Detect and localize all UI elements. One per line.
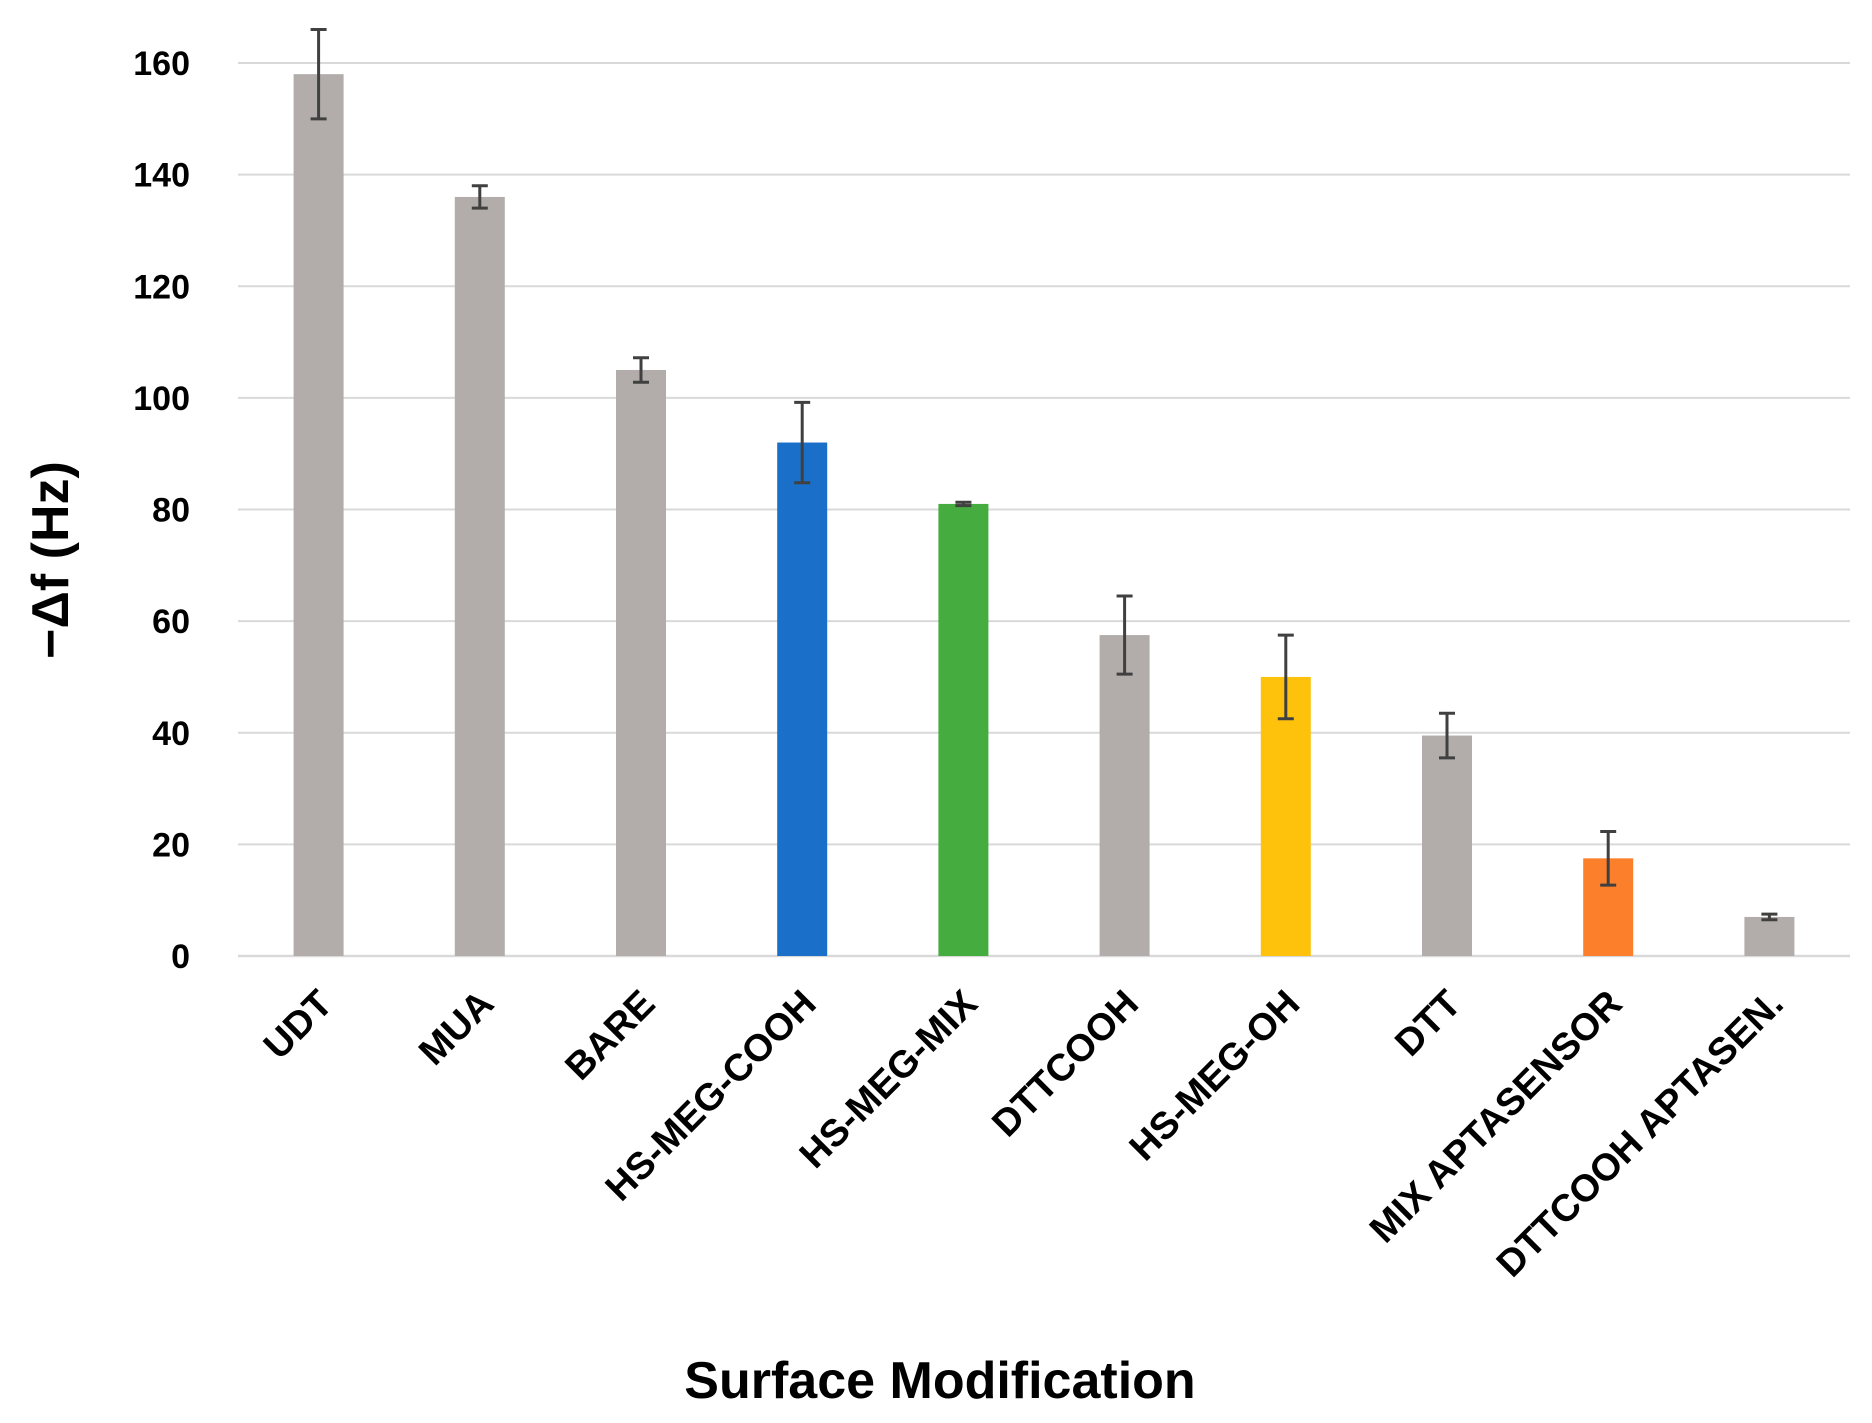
error-bar [955, 500, 972, 508]
y-axis-ticks: 0 20 40 60 80 100 120 140 160 [133, 45, 190, 976]
x-category-label: DTTCOOH [984, 983, 1147, 1146]
error-bar [633, 356, 649, 384]
x-category-label: BARE [558, 983, 664, 1089]
y-tick-label: 0 [171, 938, 190, 976]
x-category-label: DTTCOOH APTASEN. [1489, 983, 1792, 1286]
y-tick-label: 20 [152, 826, 190, 864]
error-bars [310, 28, 1778, 922]
bars [293, 74, 1795, 957]
y-tick-label: 160 [133, 45, 190, 83]
error-bar [1277, 633, 1294, 721]
x-category-label: DTT [1387, 983, 1469, 1065]
bar-bare [616, 369, 666, 956]
bar-dttcooh [1099, 635, 1150, 956]
error-bar [1761, 912, 1778, 922]
y-tick-label: 100 [133, 380, 190, 418]
x-category-label: UDT [256, 983, 341, 1068]
error-bar [1600, 830, 1617, 887]
bar-udt [293, 74, 344, 957]
bar-dttcooh-aptasen [1744, 916, 1795, 956]
y-tick-label: 80 [152, 492, 190, 530]
error-bar [310, 28, 327, 121]
bar-mua [454, 196, 505, 956]
error-bar [794, 400, 811, 485]
y-tick-label: 40 [152, 715, 190, 753]
bar-hs-meg-cooh [777, 442, 828, 956]
x-category-label: HS-MEG-OH [1122, 983, 1308, 1169]
x-category-label: MUA [411, 983, 502, 1074]
y-tick-label: 60 [152, 603, 190, 641]
y-tick-label: 120 [133, 268, 190, 306]
y-tick-label: 140 [133, 157, 190, 195]
bar-dtt [1422, 735, 1472, 956]
y-axis-title: −Δf (Hz) [22, 461, 80, 659]
gridlines [238, 62, 1850, 958]
bar-hs-meg-mix [938, 503, 989, 956]
error-bar [471, 184, 488, 210]
error-bar [1439, 711, 1455, 760]
error-bar [1116, 594, 1133, 676]
x-axis-category-labels: UDT MUA BAREHS-MEG-COOHHS-MEG-MIXDTTCOOHHS… [256, 982, 1792, 1285]
bar-hs-meg-oh [1260, 676, 1311, 956]
x-axis-title: Surface Modification [684, 1352, 1195, 1410]
